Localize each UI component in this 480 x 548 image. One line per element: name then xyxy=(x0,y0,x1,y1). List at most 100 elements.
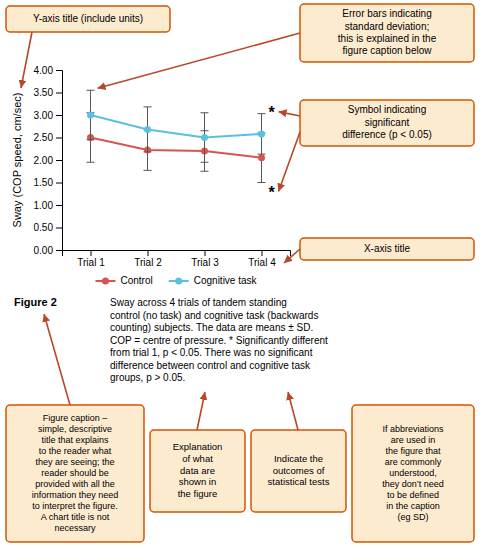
annotation-line: simple, descriptive xyxy=(38,424,112,434)
annotation-text: Indicate theoutcomes ofstatistical tests xyxy=(268,453,330,487)
annotation-line: Figure caption – xyxy=(43,413,108,423)
annotation-box: If abbreviationsare used inthe figure th… xyxy=(352,405,474,542)
series-point xyxy=(258,154,265,161)
x-axis-line xyxy=(63,251,291,257)
y-tick-mark xyxy=(56,93,62,94)
annotation-box-frame xyxy=(352,405,474,542)
x-tick-mark xyxy=(205,250,206,256)
y-tick-label: 2.00 xyxy=(34,155,54,166)
annotation-line: If abbreviations xyxy=(382,424,444,434)
annotation-box: Error bars indicating standard deviation;… xyxy=(300,4,474,62)
annotation-text: Y-axis title (include units) xyxy=(33,13,143,24)
y-tick-mark xyxy=(56,205,62,206)
y-tick-mark xyxy=(56,70,62,71)
annotation-line: figure caption below xyxy=(343,45,433,56)
x-tick-label: Trial 2 xyxy=(134,257,162,268)
annotation-box-frame xyxy=(300,4,474,62)
y-tick-mark xyxy=(56,250,62,251)
annotation-line: the figure xyxy=(178,488,218,499)
annotation-box-frame xyxy=(150,430,245,512)
annotation-box: Figure caption –simple, descriptivetitle… xyxy=(6,405,144,542)
annotation-arrow xyxy=(288,392,298,430)
legend-item: Control xyxy=(95,275,152,286)
annotation-line: A chart title is not xyxy=(41,512,110,522)
annotation-arrow xyxy=(44,314,70,405)
y-tick-label: 0.50 xyxy=(34,222,54,233)
annotation-text: X-axis title xyxy=(364,243,411,254)
annotation-box: Symbol indicatingsignificantdifference (… xyxy=(300,100,474,146)
y-tick-label: 0.00 xyxy=(34,245,54,256)
y-tick-label: 3.50 xyxy=(34,87,54,98)
error-bar xyxy=(144,107,152,152)
annotation-line: title that explains xyxy=(41,435,109,445)
y-tick: 2.50 xyxy=(34,132,62,143)
series-line xyxy=(91,115,262,138)
annotation-line: to the reader what xyxy=(39,446,112,456)
annotation-box-frame xyxy=(251,430,346,512)
annotation-line: standard deviation; xyxy=(345,21,430,32)
legend: Control Cognitive task xyxy=(95,275,257,286)
y-tick: 0.00 xyxy=(34,245,62,256)
annotation-line: of what xyxy=(182,453,213,464)
caption-line: groups, p > 0.05. xyxy=(110,372,185,383)
annotation-line: understood, xyxy=(389,468,437,478)
y-tick: 0.50 xyxy=(34,222,62,233)
x-tick: Trial 4 xyxy=(248,250,276,268)
annotation-line: Y-axis title (include units) xyxy=(33,13,143,24)
annotation-box: X-axis title xyxy=(300,238,474,260)
y-axis-line xyxy=(56,71,63,251)
x-tick: Trial 1 xyxy=(77,250,105,268)
series-point xyxy=(201,134,208,141)
annotation-box: Explanationof whatdata areshown inthe fi… xyxy=(150,430,245,512)
annotation-arrow xyxy=(279,112,301,116)
annotation-line: reader should be xyxy=(41,468,109,478)
x-tick-mark xyxy=(262,250,263,256)
caption-line: difference between control and cognitive… xyxy=(110,360,311,371)
caption-line: COP = centre of pressure. * Significantl… xyxy=(110,335,328,346)
annotation-text: Explanationof whatdata areshown inthe fi… xyxy=(173,441,223,498)
x-axis: Trial 1Trial 2Trial 3Trial 4 xyxy=(63,250,291,268)
error-bar xyxy=(258,114,266,154)
annotation-line: Symbol indicating xyxy=(348,104,426,115)
annotation-arrow xyxy=(284,249,300,263)
significance-symbol: * xyxy=(269,104,276,121)
legend-label: Control xyxy=(120,275,152,286)
y-tick: 3.50 xyxy=(34,87,62,98)
series-point xyxy=(258,130,265,137)
annotation-line: are used in xyxy=(391,435,436,445)
annotation-line: Explanation xyxy=(173,441,223,452)
legend-item: Cognitive task xyxy=(169,275,258,286)
annotation-line: information they need xyxy=(32,490,119,500)
x-tick-label: Trial 1 xyxy=(77,257,105,268)
annotation-line: Indicate the xyxy=(274,453,323,464)
y-axis-title: Sway (COP speed, cm/sec) xyxy=(11,93,23,228)
caption-line: from trial 1, p < 0.05. There was no sig… xyxy=(110,347,313,358)
legend-swatch-point xyxy=(102,278,109,285)
annotation-box-frame xyxy=(300,238,474,260)
series-point xyxy=(144,126,151,133)
y-tick-mark xyxy=(56,228,62,229)
annotation-text: Symbol indicatingsignificantdifference (… xyxy=(342,104,432,139)
annotation-text: Figure caption –simple, descriptivetitle… xyxy=(32,413,119,533)
y-tick-label: 1.50 xyxy=(34,177,54,188)
annotation-line: Error bars indicating xyxy=(342,8,431,19)
caption-line: control (no task) and cognitive task (ba… xyxy=(110,310,318,321)
significance-symbol: * xyxy=(269,184,276,201)
annotation-text: If abbreviationsare used inthe figure th… xyxy=(382,424,444,522)
annotation-line: they don’t need xyxy=(382,479,444,489)
y-tick-mark xyxy=(56,183,62,184)
caption-label: Figure 2 xyxy=(14,296,57,308)
error-bar xyxy=(201,113,209,163)
annotation-box-frame xyxy=(6,405,144,542)
series xyxy=(87,90,266,162)
y-tick: 3.00 xyxy=(34,110,62,121)
caption: Sway across 4 trials of tandem standing c… xyxy=(110,297,328,383)
legend-label: Cognitive task xyxy=(194,275,258,286)
annotation-line: to interpret the figure. xyxy=(32,501,118,511)
caption-line: Sway across 4 trials of tandem standing xyxy=(110,297,287,308)
y-tick-label: 1.00 xyxy=(34,200,54,211)
y-tick: 1.00 xyxy=(34,200,62,211)
x-tick-mark xyxy=(91,250,92,256)
y-tick-mark xyxy=(56,115,62,116)
figure: 0.000.501.001.502.002.503.003.504.00Tria… xyxy=(0,0,480,548)
